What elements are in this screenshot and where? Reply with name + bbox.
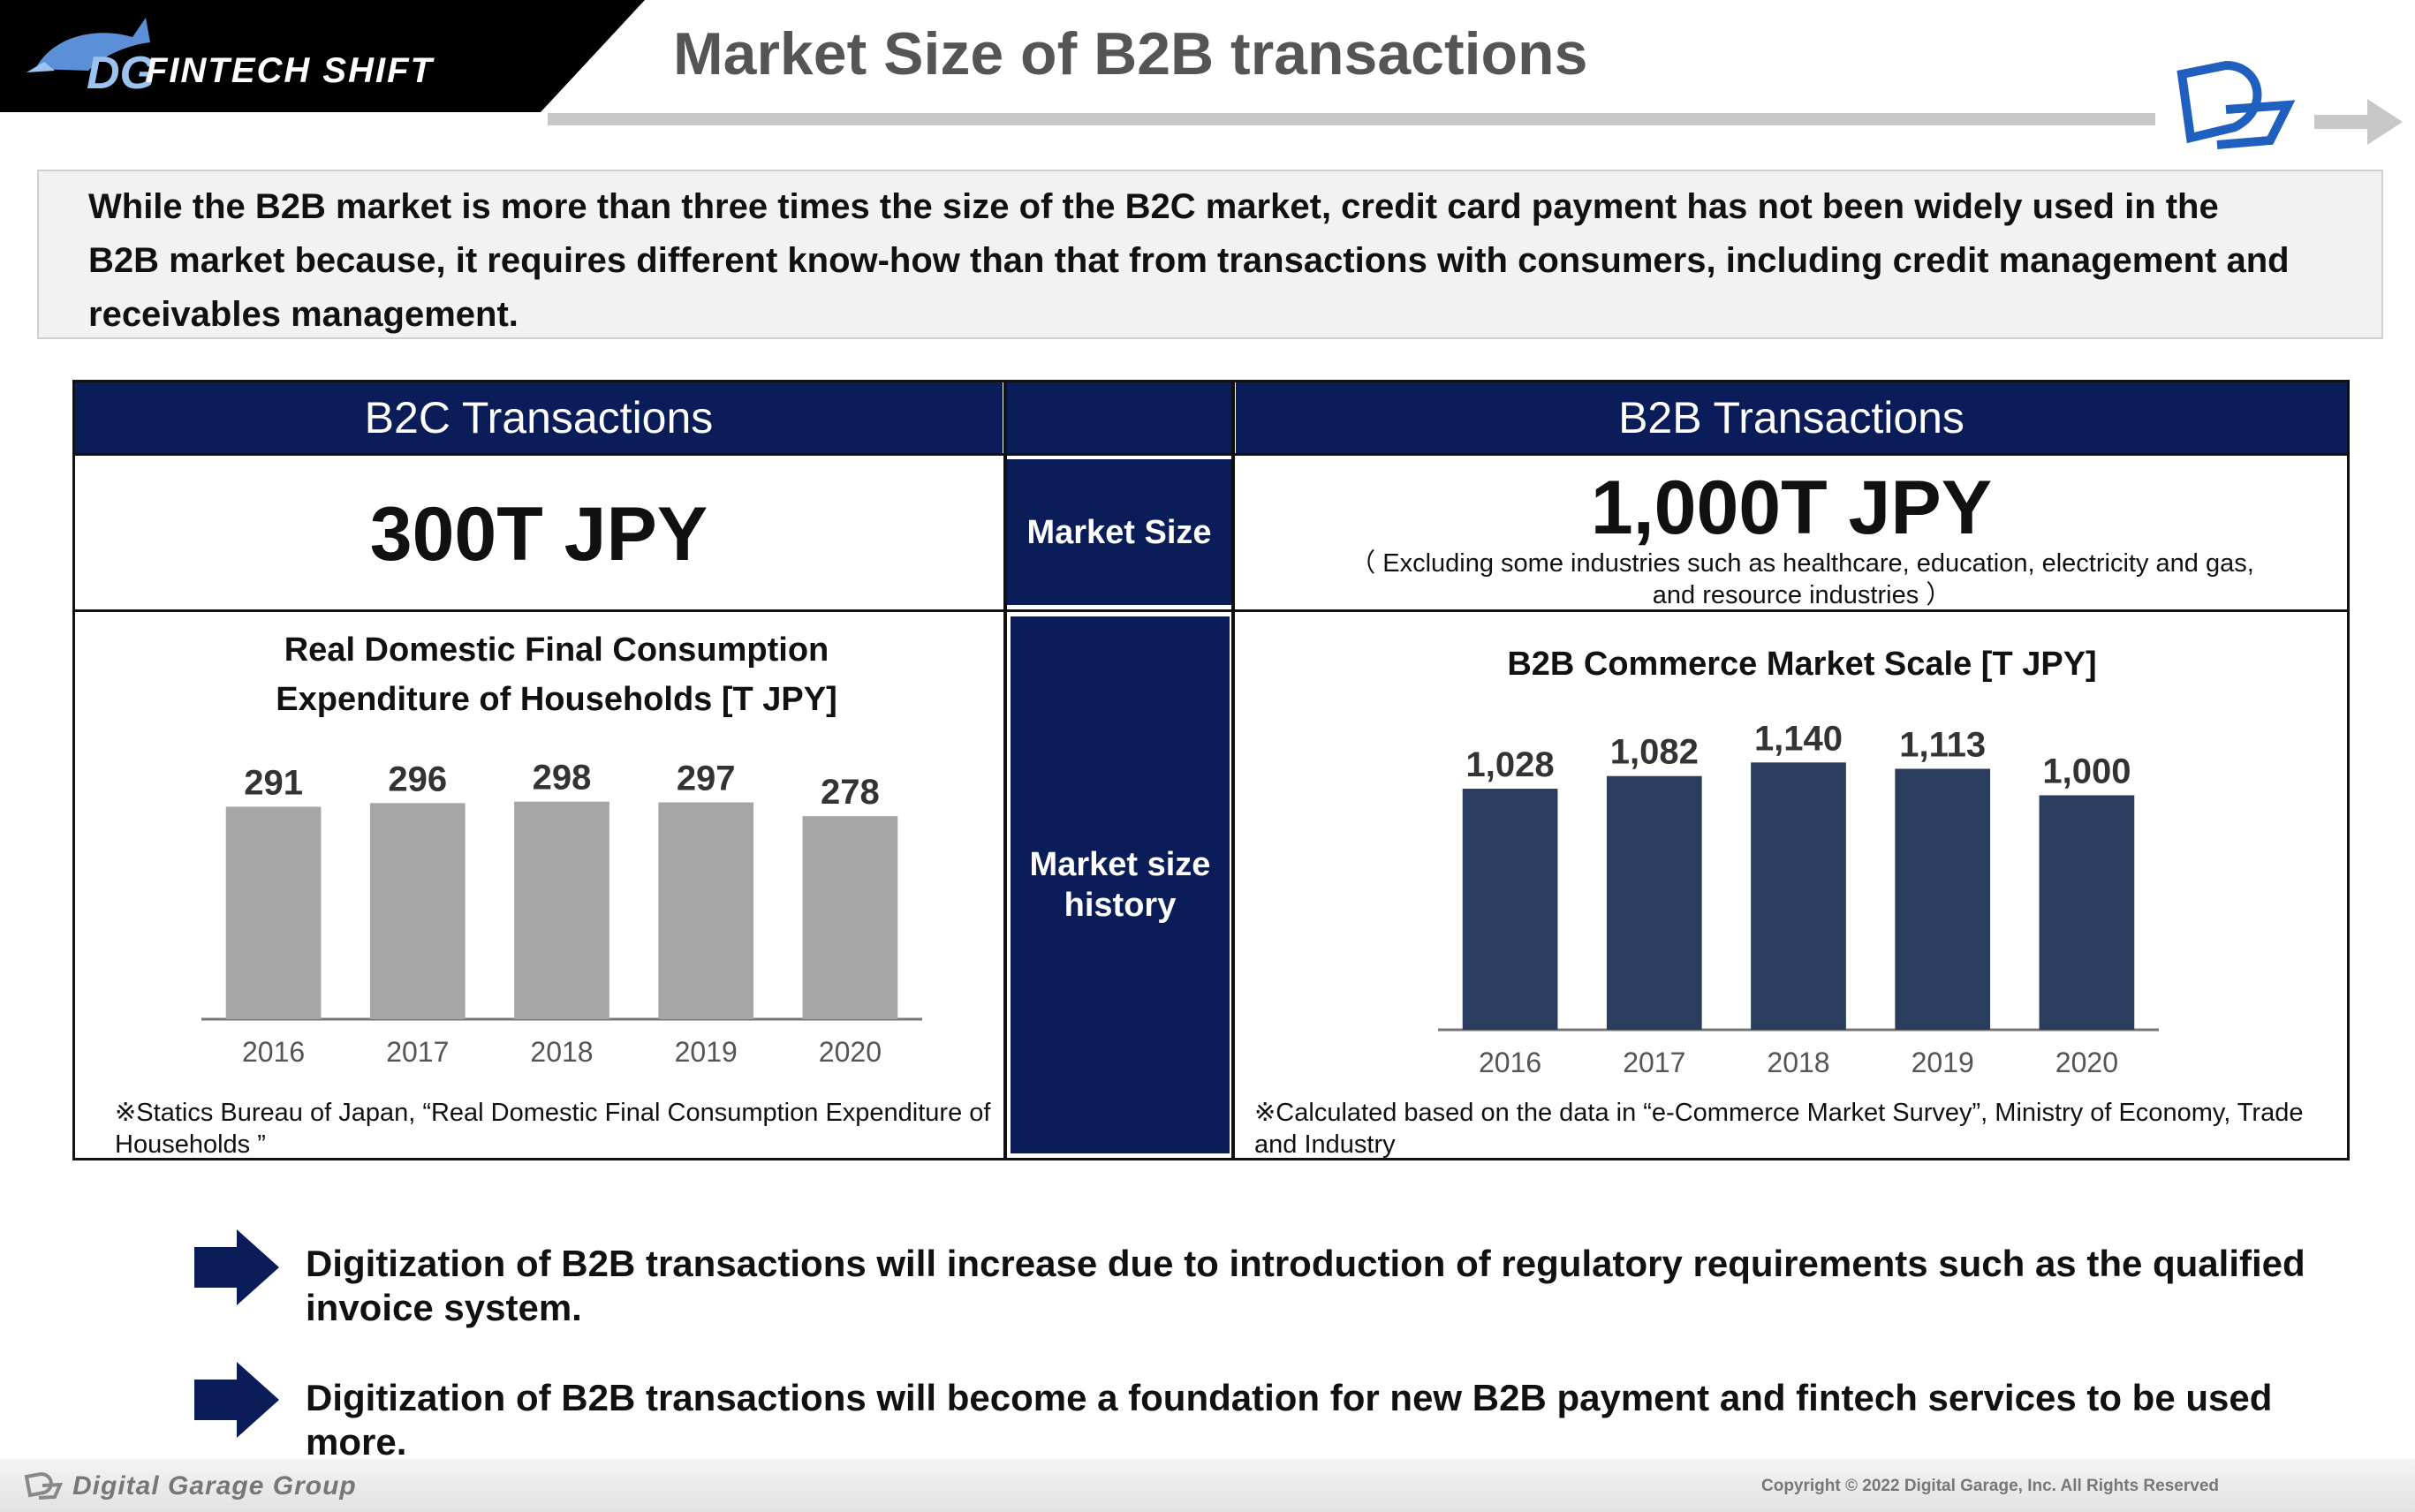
x-tick-label: 2018 <box>1767 1047 1829 1078</box>
bar <box>1895 768 1991 1030</box>
column-divider <box>1231 382 1235 1158</box>
market-history-label: Market size history <box>1029 846 1211 924</box>
data-label: 296 <box>388 760 447 798</box>
bar <box>1462 789 1558 1030</box>
data-label: 278 <box>821 773 880 812</box>
x-tick-label: 2019 <box>1912 1047 1974 1078</box>
x-tick-label: 2017 <box>386 1036 449 1068</box>
x-tick-label: 2016 <box>1479 1047 1541 1078</box>
data-label: 1,082 <box>1610 733 1699 772</box>
intro-text: While the B2B market is more than three … <box>88 187 2290 334</box>
b2c-market-size: 300T JPY <box>369 492 708 577</box>
data-label: 297 <box>677 759 736 798</box>
x-tick-label: 2018 <box>530 1036 593 1068</box>
b2b-size-note: （ Excluding some industries such as heal… <box>1350 549 2254 609</box>
b2b-bar-chart: 1,028 2016 1,082 2017 1,140 2018 1,113 2019 1,00… <box>1438 719 2159 1078</box>
arrow-right-icon <box>194 1362 279 1438</box>
bar <box>2039 795 2135 1030</box>
data-label: 1,000 <box>2042 752 2131 790</box>
arrow-right-icon <box>2314 99 2403 145</box>
b2b-source-note: ※Calculated based on the data in “e-Comm… <box>1254 1099 2304 1159</box>
dg-logo-icon <box>24 1471 64 1500</box>
data-label: 298 <box>533 759 592 798</box>
row-divider <box>75 453 2347 456</box>
b2c-source-note: ※Statics Bureau of Japan, “Real Domestic… <box>115 1099 991 1159</box>
b2c-chart-title: Real Domestic Final Consumption Expendit… <box>276 631 837 718</box>
x-tick-label: 2017 <box>1623 1047 1685 1078</box>
b2c-header: B2C Transactions <box>75 382 1003 453</box>
bullet-text: Digitization of B2B transactions will in… <box>306 1243 2305 1328</box>
market-size-cell: Market Size <box>1007 459 1231 605</box>
x-tick-label: 2016 <box>242 1036 305 1068</box>
data-label: 1,140 <box>1754 719 1843 758</box>
b2b-header-label: B2B Transactions <box>1618 393 1965 442</box>
footer-bar <box>0 1459 2415 1512</box>
x-tick-label: 2019 <box>675 1036 738 1068</box>
data-label: 1,028 <box>1466 745 1555 784</box>
arrow-right-icon <box>194 1229 279 1305</box>
svg-text:DG: DG <box>87 48 155 99</box>
page-title: Market Size of B2B transactions <box>673 20 1588 87</box>
middle-header <box>1007 382 1231 453</box>
intro-box <box>37 170 2383 339</box>
row-divider <box>75 609 2347 612</box>
data-label: 291 <box>244 763 303 802</box>
market-history-cell: Market size history <box>1011 616 1230 1153</box>
bullet-text: Digitization of B2B transactions will be… <box>306 1377 2273 1463</box>
bar <box>1751 762 1846 1030</box>
bar <box>1606 775 1702 1030</box>
column-divider <box>1003 382 1007 1158</box>
b2c-header-label: B2C Transactions <box>364 393 714 442</box>
brand-name: FINTECH SHIFT <box>146 51 434 90</box>
market-size-label: Market Size <box>1026 514 1212 551</box>
dolphin-logo-icon: DG <box>26 18 155 99</box>
dg-logo-icon <box>2177 60 2296 149</box>
bar <box>658 802 754 1019</box>
comparison-table <box>72 380 2350 1160</box>
data-label: 1,113 <box>1899 725 1986 764</box>
brand-banner: DG <box>0 0 645 112</box>
b2b-market-size: 1,000T JPY <box>1590 465 1993 550</box>
bar <box>514 801 609 1019</box>
x-tick-label: 2020 <box>2055 1047 2118 1078</box>
bar <box>225 806 322 1019</box>
title-divider <box>548 113 2155 125</box>
b2b-chart-title: B2B Commerce Market Scale [T JPY] <box>1507 646 2097 683</box>
copyright-text: Copyright © 2022 Digital Garage, Inc. Al… <box>1761 1477 2219 1495</box>
footer-brand: Digital Garage Group <box>72 1471 357 1501</box>
bar <box>802 816 898 1019</box>
b2b-header: B2B Transactions <box>1236 382 2347 453</box>
b2c-bar-chart: 291 2016 296 2017 298 2018 297 2019 278 2020 <box>201 759 922 1068</box>
x-tick-label: 2020 <box>819 1036 882 1068</box>
bar <box>369 803 466 1019</box>
